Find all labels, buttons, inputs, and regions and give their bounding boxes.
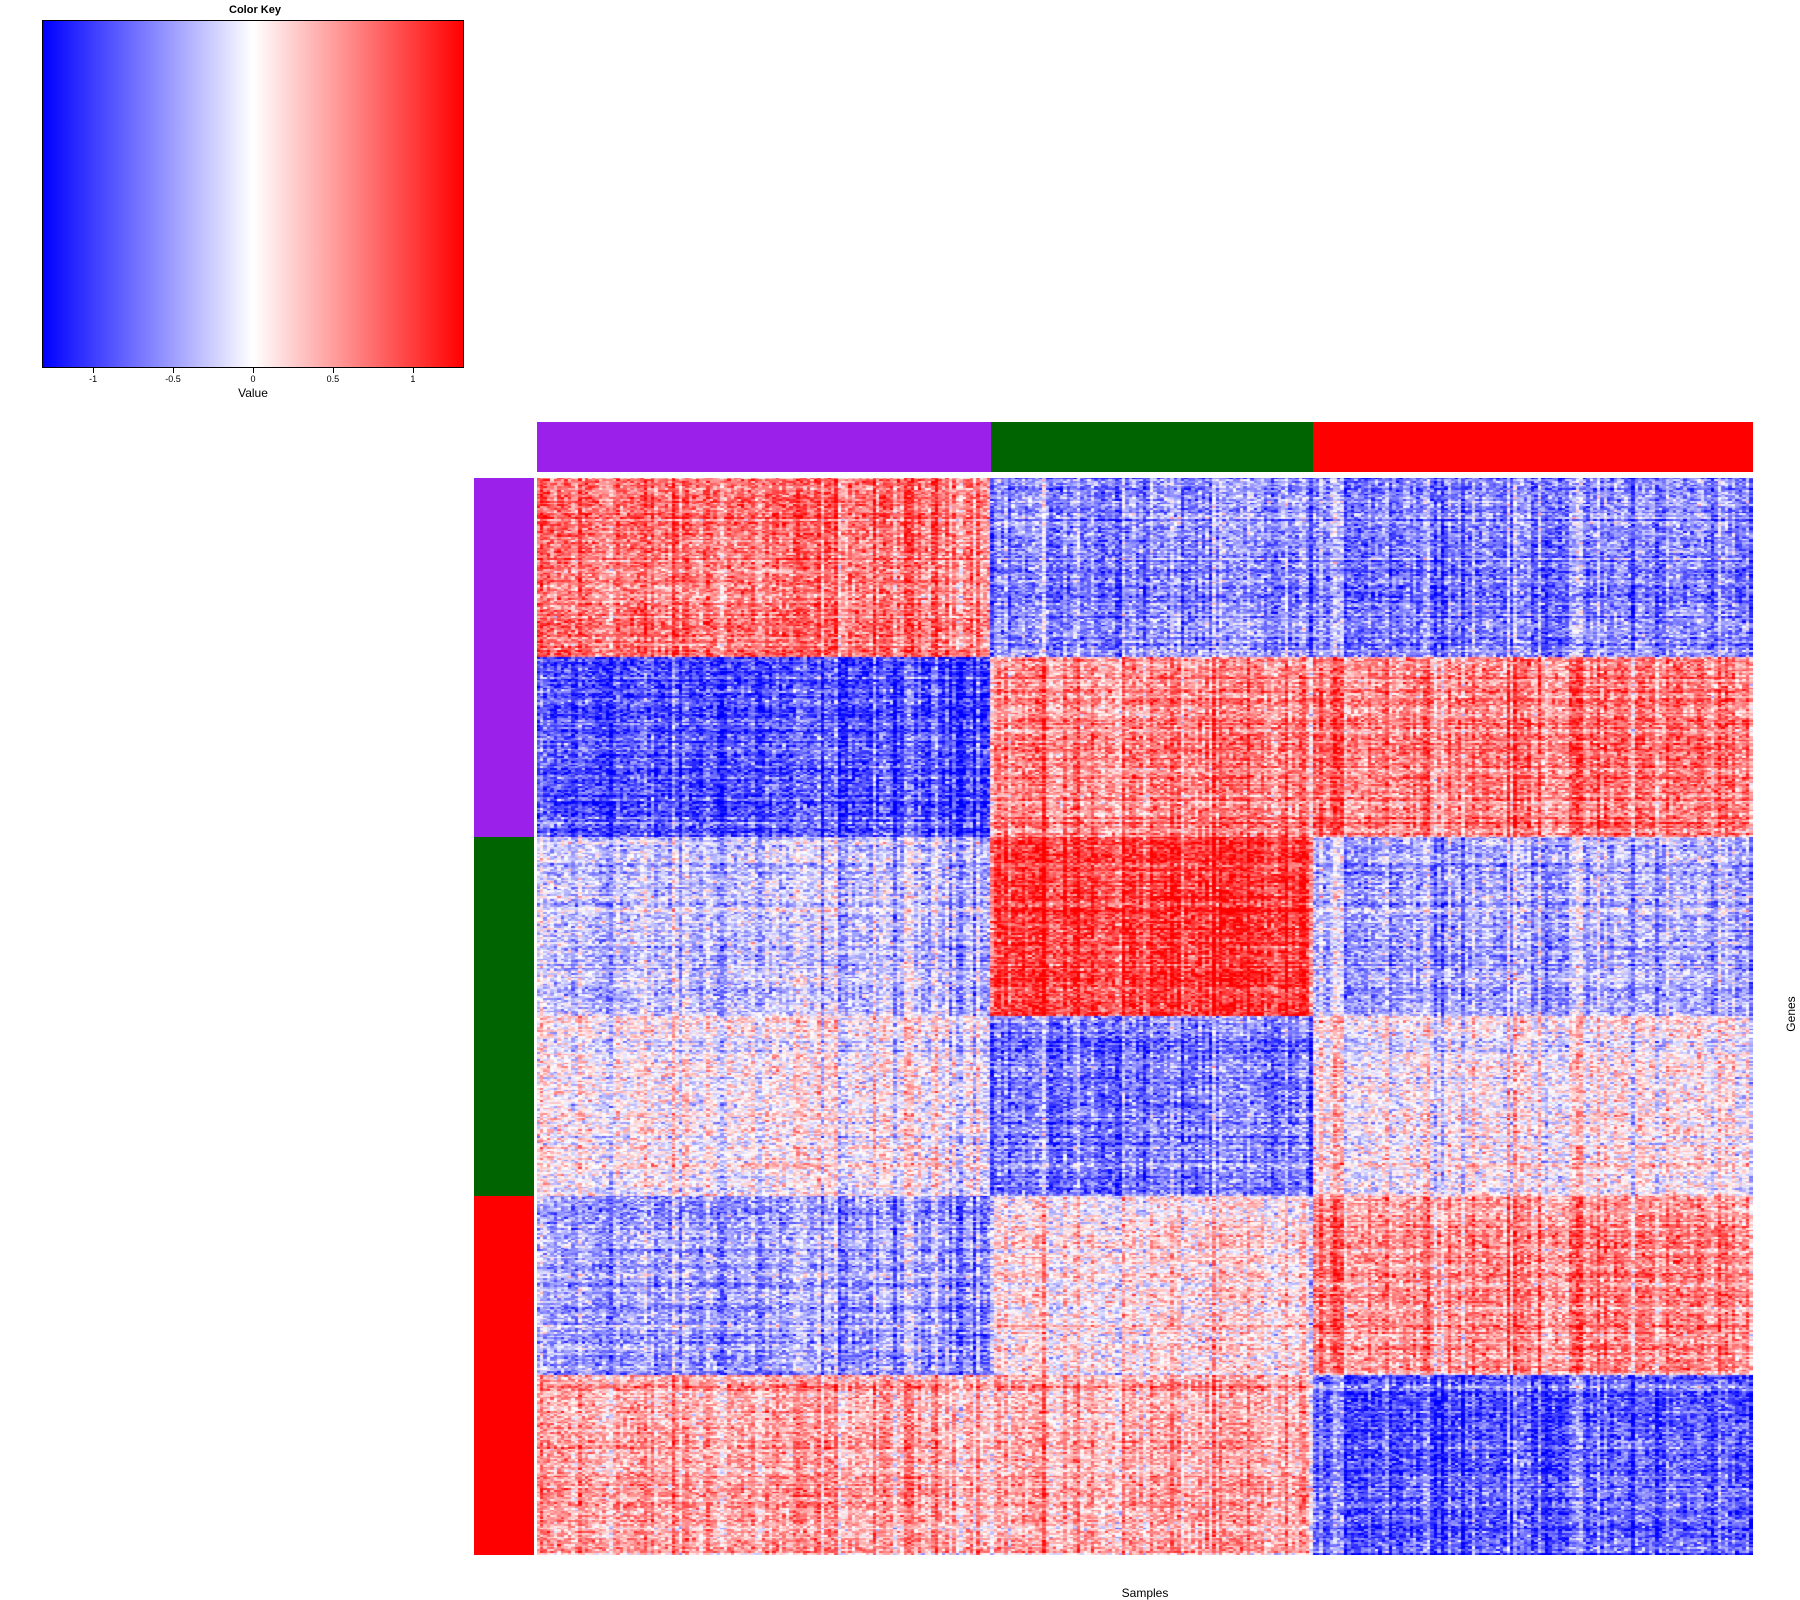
color-key-tick (253, 368, 254, 373)
color-key-gradient (42, 20, 464, 368)
color-key-title: Color Key (229, 4, 281, 16)
column-group-bar (537, 422, 991, 472)
color-key-tick (332, 368, 334, 373)
row-group-bar (474, 837, 534, 1196)
color-key-tick (93, 368, 95, 373)
color-key-tick-label: 0.5 (326, 374, 340, 384)
heatmap-grid (537, 478, 1753, 1555)
color-key-axis: -1 -0.5 0 0.5 1 (42, 368, 464, 388)
color-key-tick-label: -1 (89, 374, 98, 384)
row-side-colors (474, 478, 534, 1555)
color-key-tick-label: 0 (250, 374, 256, 384)
y-axis-label: Genes (1784, 996, 1798, 1032)
column-group-bar (1313, 422, 1753, 472)
color-key-tick-label: 1 (410, 374, 416, 384)
column-side-colors (537, 422, 1753, 472)
row-group-bar (474, 1196, 534, 1555)
x-axis-label: Samples (1121, 1586, 1169, 1600)
color-key-tick-label: -0.5 (165, 374, 181, 384)
color-key-tick (173, 368, 175, 373)
color-key-label: Value (238, 386, 268, 400)
color-key-tick (412, 368, 414, 373)
row-group-bar (474, 478, 534, 837)
column-group-bar (990, 422, 1314, 472)
